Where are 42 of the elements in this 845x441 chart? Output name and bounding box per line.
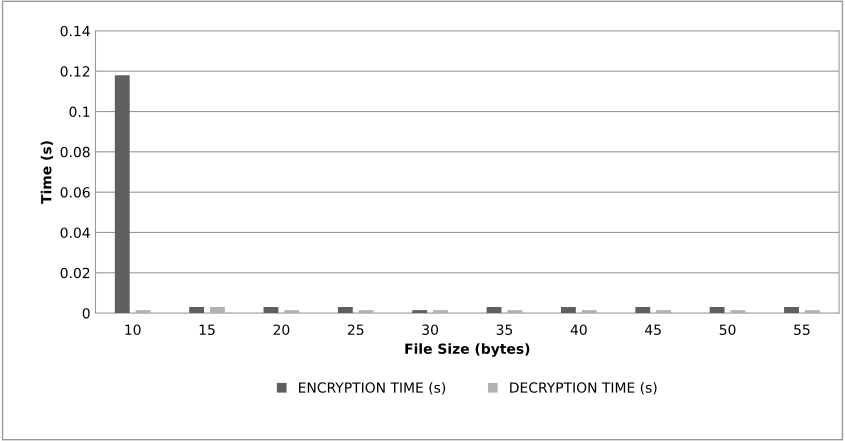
- x-tick-label: 40: [570, 324, 587, 335]
- y-tick-label: 0: [82, 308, 90, 319]
- x-tick-label: 55: [794, 324, 810, 335]
- y-axis-title: Time (s): [40, 141, 54, 204]
- bar: [507, 310, 522, 314]
- x-tick-label: 15: [200, 324, 215, 335]
- bar: [284, 310, 300, 314]
- x-axis-title: File Size (bytes): [405, 343, 530, 357]
- legend-label: ENCRYPTION TIME (s): [299, 382, 446, 394]
- bar: [412, 310, 428, 314]
- x-tick-label: 25: [348, 324, 364, 335]
- legend-label: DECRYPTION TIME (s): [510, 382, 657, 394]
- bar: [358, 310, 374, 314]
- x-tick-label: 30: [422, 324, 438, 335]
- x-tick-label: 10: [125, 324, 141, 335]
- x-tick-label: 50: [720, 324, 736, 335]
- y-tick-label: 0.12: [60, 66, 90, 77]
- y-tick-label: 0.06: [60, 187, 90, 198]
- bar: [189, 307, 204, 314]
- bar: [710, 307, 725, 314]
- y-tick-label: 0.02: [60, 268, 90, 278]
- bar: [210, 307, 225, 314]
- y-tick-label: 0.14: [60, 26, 90, 36]
- bar: [656, 310, 672, 314]
- bar: [730, 310, 746, 314]
- y-tick-label: 0.08: [60, 146, 90, 158]
- bar: [804, 310, 820, 314]
- y-tick-label: 0.04: [60, 227, 90, 238]
- x-tick-label: 35: [496, 324, 512, 335]
- bar: [338, 307, 353, 314]
- bar: [433, 310, 448, 314]
- bar: [582, 310, 597, 314]
- bar: [264, 307, 278, 314]
- bar: [136, 310, 151, 314]
- x-tick-label: 20: [274, 324, 290, 335]
- y-tick-label: 0.1: [69, 106, 90, 117]
- x-tick-label: 45: [645, 324, 661, 335]
- bar: [635, 307, 650, 314]
- bar: [486, 307, 502, 314]
- bar: [560, 307, 576, 314]
- bar: [784, 307, 799, 314]
- bar: [114, 75, 130, 314]
